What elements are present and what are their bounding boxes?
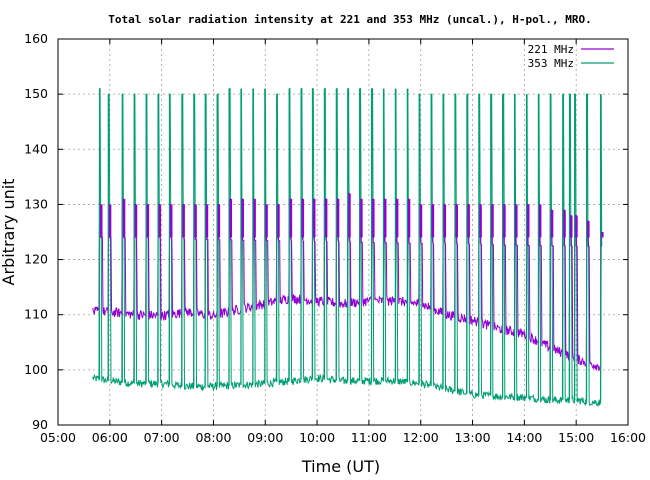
- x-axis-label: Time (UT): [301, 457, 380, 476]
- x-tick-label: 12:00: [403, 430, 439, 445]
- calibration-221-mark: [134, 204, 138, 238]
- calibration-221-mark: [193, 204, 197, 238]
- calibration-221-mark: [217, 204, 221, 238]
- calibration-221-mark: [383, 198, 387, 238]
- calibration-221-mark: [108, 204, 112, 238]
- calibration-221-mark: [538, 204, 542, 238]
- x-tick-label: 09:00: [247, 430, 283, 445]
- calibration-221-mark: [562, 209, 566, 238]
- calibration-221-mark: [312, 198, 316, 238]
- y-tick-label: 150: [24, 86, 48, 101]
- x-tick-label: 14:00: [506, 430, 542, 445]
- calibration-221-mark: [252, 198, 256, 238]
- y-tick-label: 90: [32, 417, 48, 432]
- calibration-221-mark: [122, 198, 126, 238]
- plot-frame: [57, 38, 629, 426]
- y-tick-label: 120: [24, 252, 48, 267]
- calibration-221-mark: [371, 198, 375, 238]
- x-tick-labels: 05:00 06:00 07:00 08:00 09:00 10:00 11:00 12:00…: [40, 430, 646, 445]
- calibration-221-mark: [240, 198, 244, 238]
- calibration-221-mark: [301, 198, 305, 238]
- calibration-221-mark: [586, 220, 590, 238]
- x-tick-label: 05:00: [40, 430, 76, 445]
- y-axis-label: Arbitrary unit: [0, 179, 18, 286]
- calibration-221-mark: [526, 204, 530, 238]
- calibration-221-mark: [550, 209, 554, 238]
- calibration-221-mark: [347, 193, 351, 238]
- tick-marks: [57, 38, 629, 426]
- calibration-221-mark: [276, 204, 280, 238]
- calibration-221-mark: [514, 204, 518, 238]
- calibration-221-mark: [324, 198, 328, 238]
- calibration-221-mark: [502, 204, 506, 238]
- calibration-221-mark: [205, 204, 209, 238]
- calibration-221-mark: [478, 204, 482, 238]
- calibration-221-mark: [229, 198, 233, 238]
- calibration-221-mark: [490, 204, 494, 238]
- y-tick-label: 130: [24, 196, 48, 211]
- calibration-221-mark: [146, 204, 150, 238]
- calibration-221-mark: [600, 232, 604, 238]
- x-tick-label: 08:00: [195, 430, 231, 445]
- calibration-221-mark: [158, 204, 162, 238]
- y-tick-labels: 90 100 110 120 130 140 150 160: [24, 31, 48, 432]
- legend-label-221: 221 MHz: [528, 43, 574, 56]
- x-tick-label: 10:00: [299, 430, 335, 445]
- calibration-221-mark: [169, 204, 173, 238]
- x-tick-label: 15:00: [558, 430, 594, 445]
- calibration-221-mark: [336, 198, 340, 238]
- calibration-221-mark: [574, 215, 578, 238]
- calibration-221-mark: [181, 204, 185, 238]
- x-tick-label: 11:00: [351, 430, 387, 445]
- calibration-221-mark: [454, 204, 458, 238]
- calibration-221-mark: [359, 198, 363, 238]
- x-tick-label: 16:00: [610, 430, 646, 445]
- legend-label-353: 353 MHz: [528, 57, 574, 70]
- series-353-line: [92, 88, 603, 407]
- calibration-221-mark: [431, 204, 435, 238]
- calibration-221-mark: [419, 204, 423, 238]
- y-tick-label: 160: [24, 31, 48, 46]
- calibration-221-mark: [466, 204, 470, 238]
- x-tick-label: 06:00: [92, 430, 128, 445]
- y-tick-label: 140: [24, 141, 48, 156]
- calibration-221-mark: [395, 198, 399, 238]
- calibration-221-mark: [264, 204, 268, 238]
- x-tick-label: 13:00: [455, 430, 491, 445]
- data-traces: [92, 88, 604, 407]
- x-tick-label: 07:00: [144, 430, 180, 445]
- grid: [58, 39, 628, 425]
- calibration-221-mark: [289, 198, 293, 238]
- calibration-221-mark: [99, 204, 103, 238]
- calibration-221-mark: [407, 198, 411, 238]
- legend: 221 MHz 353 MHz: [528, 43, 614, 70]
- calibration-221-mark: [443, 204, 447, 238]
- y-tick-label: 100: [24, 362, 48, 377]
- chart-title: Total solar radiation intensity at 221 a…: [108, 13, 591, 26]
- y-tick-label: 110: [24, 307, 48, 322]
- calibration-221-mark: [569, 215, 573, 238]
